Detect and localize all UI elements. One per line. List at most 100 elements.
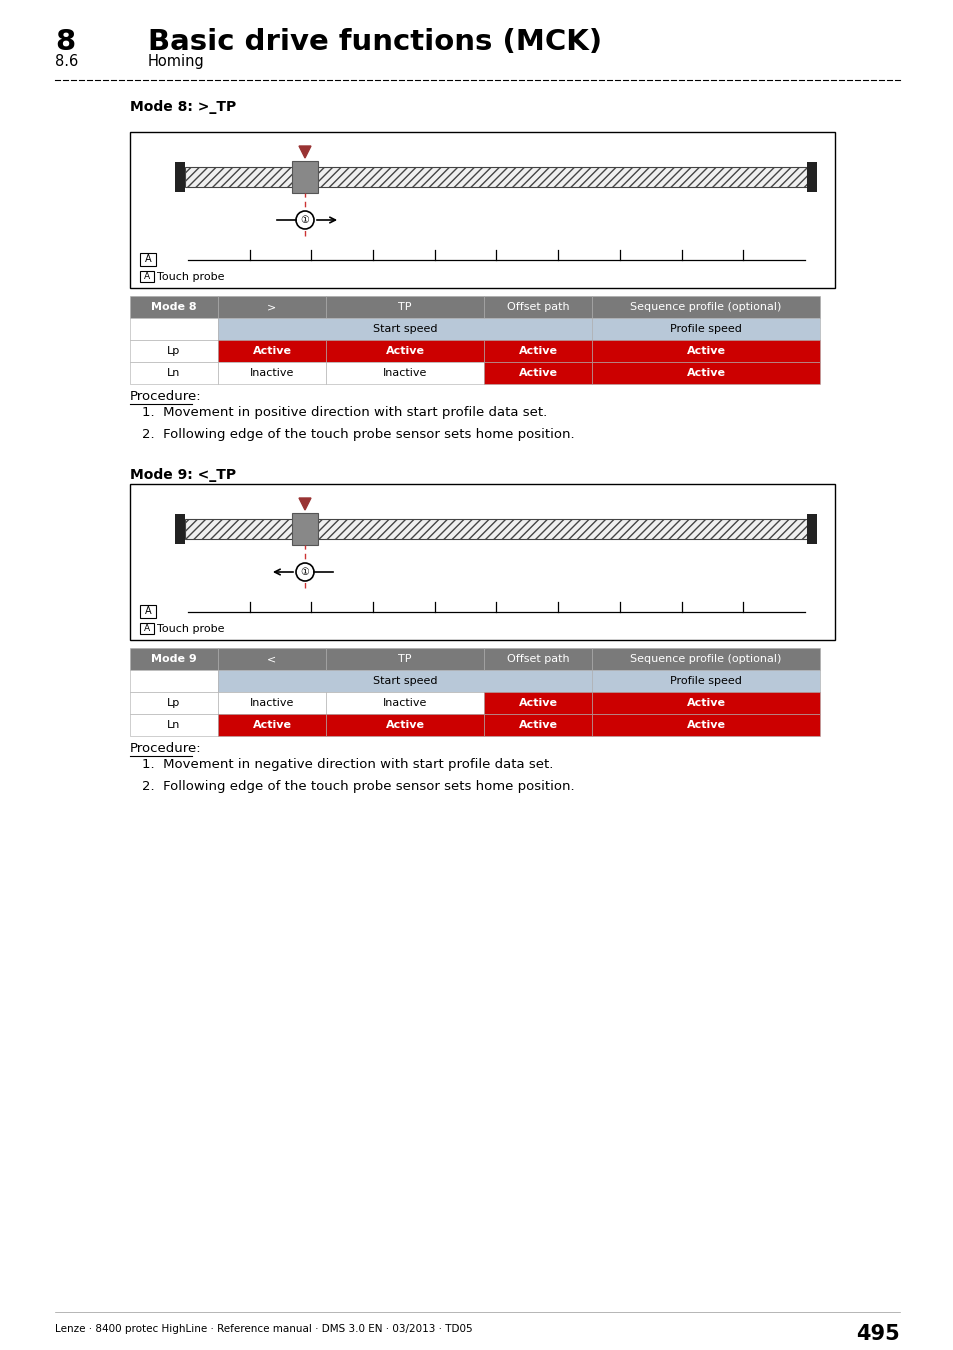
- Bar: [483, 362, 592, 383]
- Text: 1.  Movement in negative direction with start profile data set.: 1. Movement in negative direction with s…: [142, 757, 553, 771]
- Bar: [592, 693, 820, 714]
- Text: Inactive: Inactive: [250, 369, 294, 378]
- Text: A: A: [145, 606, 152, 617]
- Text: A: A: [144, 271, 150, 281]
- Bar: [130, 340, 218, 362]
- Bar: [483, 648, 592, 670]
- Circle shape: [295, 211, 314, 230]
- Text: 2.  Following edge of the touch probe sensor sets home position.: 2. Following edge of the touch probe sen…: [142, 780, 574, 792]
- Text: Start speed: Start speed: [373, 324, 436, 333]
- Text: Lp: Lp: [167, 698, 180, 707]
- Text: <: <: [267, 653, 276, 664]
- Text: Mode 8: Mode 8: [151, 302, 196, 312]
- Bar: [592, 714, 820, 736]
- Text: ①: ①: [300, 567, 309, 576]
- Bar: [130, 693, 218, 714]
- Bar: [130, 132, 834, 288]
- Bar: [326, 296, 483, 319]
- Text: Inactive: Inactive: [382, 369, 427, 378]
- Text: >: >: [267, 302, 276, 312]
- Bar: [592, 648, 820, 670]
- Text: TP: TP: [397, 653, 412, 664]
- Text: Lp: Lp: [167, 346, 180, 356]
- Text: Active: Active: [385, 346, 424, 356]
- Text: 2.  Following edge of the touch probe sensor sets home position.: 2. Following edge of the touch probe sen…: [142, 428, 574, 441]
- Bar: [218, 362, 326, 383]
- Text: Active: Active: [686, 698, 724, 707]
- Bar: [140, 271, 153, 282]
- Text: Mode 8: >_TP: Mode 8: >_TP: [130, 100, 236, 113]
- Text: Inactive: Inactive: [382, 698, 427, 707]
- Text: ①: ①: [300, 215, 309, 225]
- Text: Profile speed: Profile speed: [669, 676, 741, 686]
- Text: Active: Active: [518, 720, 557, 730]
- Bar: [592, 296, 820, 319]
- Text: Profile speed: Profile speed: [669, 324, 741, 333]
- Bar: [326, 693, 483, 714]
- Text: Active: Active: [686, 369, 724, 378]
- Text: Lenze · 8400 protec HighLine · Reference manual · DMS 3.0 EN · 03/2013 · TD05: Lenze · 8400 protec HighLine · Reference…: [55, 1324, 472, 1334]
- Bar: [218, 714, 326, 736]
- Bar: [218, 648, 326, 670]
- Text: 495: 495: [856, 1324, 899, 1345]
- Bar: [806, 162, 816, 192]
- Text: Sequence profile (optional): Sequence profile (optional): [630, 302, 781, 312]
- Bar: [592, 362, 820, 383]
- Text: Touch probe: Touch probe: [157, 271, 224, 282]
- Bar: [130, 648, 218, 670]
- Bar: [326, 714, 483, 736]
- Bar: [130, 296, 218, 319]
- Bar: [326, 648, 483, 670]
- Bar: [218, 340, 326, 362]
- Text: TP: TP: [397, 302, 412, 312]
- Bar: [140, 622, 153, 634]
- Bar: [592, 670, 820, 693]
- Text: Active: Active: [686, 346, 724, 356]
- Text: Procedure:: Procedure:: [130, 390, 201, 404]
- Bar: [130, 714, 218, 736]
- Bar: [140, 252, 156, 266]
- Text: Touch probe: Touch probe: [157, 624, 224, 633]
- Text: Offset path: Offset path: [506, 653, 569, 664]
- Bar: [592, 319, 820, 340]
- Text: A: A: [145, 255, 152, 265]
- Text: Sequence profile (optional): Sequence profile (optional): [630, 653, 781, 664]
- Bar: [483, 693, 592, 714]
- Bar: [326, 340, 483, 362]
- Bar: [592, 340, 820, 362]
- Circle shape: [295, 563, 314, 580]
- Text: Basic drive functions (MCK): Basic drive functions (MCK): [148, 28, 601, 55]
- Bar: [185, 167, 806, 188]
- Text: Ln: Ln: [167, 720, 180, 730]
- Bar: [130, 362, 218, 383]
- Bar: [185, 518, 806, 539]
- Text: Active: Active: [385, 720, 424, 730]
- Text: Active: Active: [518, 369, 557, 378]
- Text: Active: Active: [253, 346, 292, 356]
- Bar: [326, 362, 483, 383]
- Polygon shape: [298, 498, 311, 510]
- Text: Active: Active: [686, 720, 724, 730]
- Text: 1.  Movement in positive direction with start profile data set.: 1. Movement in positive direction with s…: [142, 406, 547, 418]
- Text: Mode 9: <_TP: Mode 9: <_TP: [130, 468, 236, 482]
- Text: 8: 8: [55, 28, 75, 55]
- Text: Ln: Ln: [167, 369, 180, 378]
- Text: Inactive: Inactive: [250, 698, 294, 707]
- Bar: [218, 319, 592, 340]
- Bar: [174, 162, 185, 192]
- Text: Active: Active: [253, 720, 292, 730]
- Text: Homing: Homing: [148, 54, 205, 69]
- Bar: [218, 296, 326, 319]
- Text: 8.6: 8.6: [55, 54, 78, 69]
- Text: Offset path: Offset path: [506, 302, 569, 312]
- Bar: [292, 513, 317, 545]
- Bar: [483, 296, 592, 319]
- Text: Start speed: Start speed: [373, 676, 436, 686]
- Bar: [292, 161, 317, 193]
- Text: Mode 9: Mode 9: [151, 653, 196, 664]
- Bar: [130, 670, 218, 693]
- Bar: [140, 605, 156, 618]
- Bar: [806, 514, 816, 544]
- Bar: [218, 670, 592, 693]
- Bar: [483, 714, 592, 736]
